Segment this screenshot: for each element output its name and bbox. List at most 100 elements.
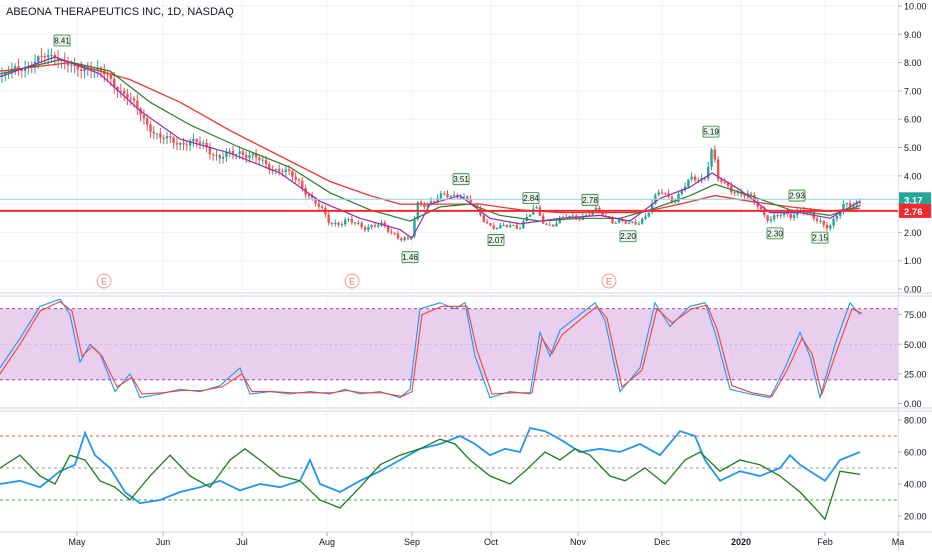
price-callout-box <box>522 192 540 205</box>
candle-body <box>337 222 340 225</box>
candle-body <box>710 149 713 167</box>
candle-body <box>330 222 334 225</box>
price-callout: 2.20 <box>620 232 636 241</box>
rsi-tick-label: 40.00 <box>904 480 927 490</box>
candle-body <box>423 204 426 208</box>
candle-body <box>707 166 710 179</box>
price-tick-label: 2.00 <box>904 228 922 238</box>
candle-body <box>446 194 449 197</box>
candle-body <box>743 194 746 196</box>
rsi-tick-label: 60.00 <box>904 448 927 458</box>
price-tick-label: 6.00 <box>904 115 922 125</box>
candle-body <box>426 203 429 208</box>
earnings-marker-label: E <box>606 277 612 287</box>
price-tick-label: 7.00 <box>904 86 922 96</box>
candle-body <box>832 218 835 226</box>
candle-body <box>776 215 779 217</box>
stochastic-k-line <box>0 298 861 400</box>
candle-body <box>439 193 443 199</box>
candle-body <box>621 219 624 222</box>
candle-body <box>215 154 218 156</box>
candle-body <box>4 72 7 75</box>
candle-body <box>835 215 839 219</box>
candle-body <box>482 215 485 222</box>
candle-body <box>515 225 518 229</box>
candle-body <box>113 78 116 87</box>
candle-body <box>228 150 231 152</box>
candle-body <box>248 155 251 158</box>
candle-body <box>152 131 155 134</box>
candle-body <box>641 218 644 224</box>
candle-body <box>545 223 548 225</box>
earnings-marker <box>601 273 617 289</box>
candle-body <box>766 215 769 221</box>
candle-body <box>195 138 198 142</box>
ema-mid-line <box>0 59 861 222</box>
candle-body <box>10 68 14 73</box>
earnings-marker <box>96 273 112 289</box>
price-callout-box <box>811 231 829 244</box>
candle-body <box>650 203 654 213</box>
candle-body <box>291 170 294 177</box>
price-callout: 3.51 <box>453 175 469 184</box>
candle-body <box>353 222 357 224</box>
candle-body <box>212 154 215 156</box>
candle-body <box>136 100 139 109</box>
candle-body <box>221 156 225 159</box>
candle-body <box>769 219 773 221</box>
candle-body <box>697 180 700 182</box>
price-callout-box <box>702 125 720 138</box>
price-tick-label: 5.00 <box>904 143 922 153</box>
price-axis[interactable]: 10.009.008.007.006.005.004.003.002.001.0… <box>898 2 931 522</box>
price-pane[interactable]: 8.41 1.46 3.51 2.07 2.84 2.78 2.20 5.19 2.30 2.93… <box>0 34 898 289</box>
candle-body <box>47 55 50 58</box>
candle-body <box>7 72 10 74</box>
candle-body <box>782 212 786 216</box>
candle-body <box>736 192 740 194</box>
stochastic-pane[interactable] <box>0 298 898 400</box>
candle-body <box>116 86 119 91</box>
price-callout: 2.93 <box>789 192 805 201</box>
candle-body <box>235 153 238 155</box>
candle-body <box>753 194 756 203</box>
candle-body <box>37 56 40 62</box>
horizontal-line-label: 2.76 <box>904 207 923 218</box>
time-tick-label: 2020 <box>731 537 751 547</box>
candle-body <box>278 168 281 172</box>
candle-body <box>680 190 683 194</box>
candle-body <box>20 69 23 72</box>
candle-body <box>314 197 317 204</box>
time-axis[interactable]: May Jun Jul Aug Sep Oct Nov Dec 2020 Feb Ma <box>68 532 904 547</box>
candle-body <box>502 225 505 227</box>
candle-body <box>377 224 380 227</box>
candle-body <box>254 153 258 158</box>
price-tick-label: 0.00 <box>904 285 922 295</box>
candle-body <box>693 176 697 181</box>
price-callout-box <box>487 234 505 246</box>
candle-body <box>825 224 829 229</box>
time-tick-label: Aug <box>319 537 335 547</box>
candle-body <box>93 69 96 71</box>
time-tick-label: Nov <box>570 537 587 547</box>
candle-body <box>558 217 561 224</box>
candle-body <box>756 202 759 207</box>
candle-body <box>311 195 314 198</box>
rsi-pane[interactable] <box>0 426 898 521</box>
candle-body <box>172 137 175 144</box>
time-tick-label: Sep <box>404 537 420 547</box>
candle-body <box>601 212 604 217</box>
candle-body <box>80 69 83 71</box>
rsi-tick-label: 20.00 <box>904 512 927 522</box>
candle-body <box>660 192 664 194</box>
price-callout-box <box>788 189 806 202</box>
candle-body <box>634 221 637 225</box>
price-callout-box <box>581 193 599 206</box>
candle-body <box>723 181 726 183</box>
candle-body <box>594 207 598 211</box>
candle-body <box>393 232 396 234</box>
earnings-marker-label: E <box>349 277 355 287</box>
candle-body <box>674 201 677 203</box>
time-tick-label: Jun <box>156 537 171 547</box>
